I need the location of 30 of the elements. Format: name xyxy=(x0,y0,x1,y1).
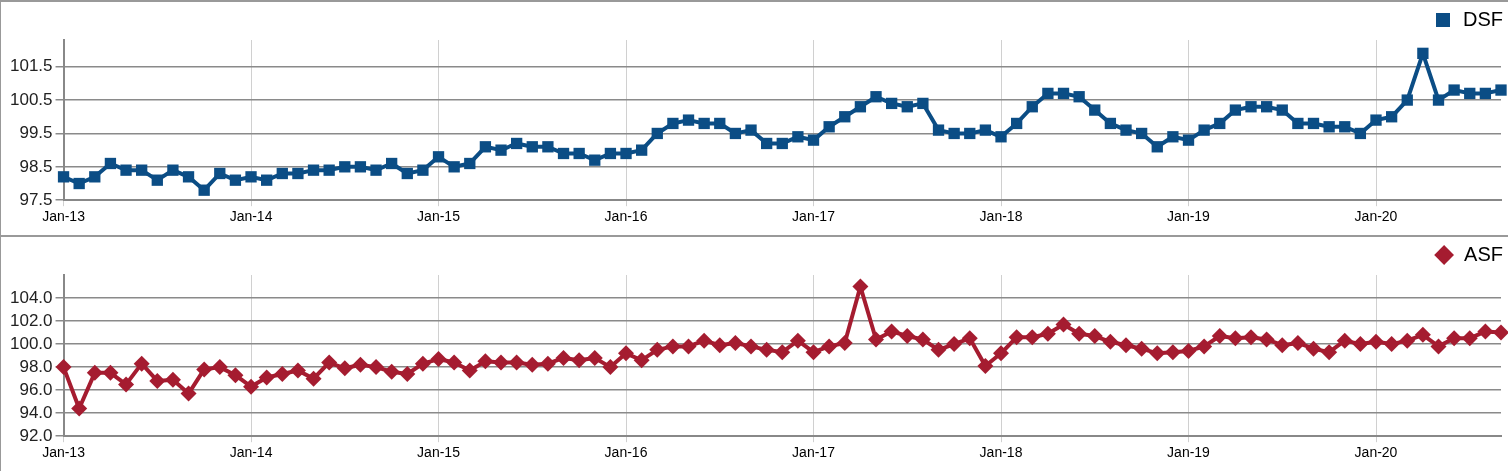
x-tick-label: Jan-19 xyxy=(1167,444,1211,461)
y-tick-label: 98.0 xyxy=(19,356,53,376)
x-tick-label: Jan-18 xyxy=(979,208,1023,225)
legend-label: DSF xyxy=(1463,7,1503,30)
legend-label: ASF xyxy=(1464,242,1504,265)
x-tick-label: Jan-16 xyxy=(604,208,648,225)
y-tick-label: 96.0 xyxy=(19,379,53,399)
x-tick-label: Jan-18 xyxy=(979,444,1023,461)
x-tick-label: Jan-17 xyxy=(792,208,836,225)
y-tick-label: 102.0 xyxy=(9,310,53,330)
y-tick-label: 92.0 xyxy=(19,425,53,445)
y-tick-label: 100.5 xyxy=(9,89,53,109)
x-tick-label: Jan-13 xyxy=(42,208,86,225)
x-tick-label: Jan-15 xyxy=(417,444,461,461)
x-tick-label: Jan-19 xyxy=(1167,208,1211,225)
x-tick-label: Jan-13 xyxy=(42,444,86,461)
x-tick-label: Jan-17 xyxy=(792,444,836,461)
x-tick-label: Jan-16 xyxy=(604,444,648,461)
y-tick-label: 97.5 xyxy=(19,189,53,209)
x-tick-label: Jan-15 xyxy=(417,208,461,225)
y-tick-label: 104.0 xyxy=(9,287,53,307)
x-tick-label: Jan-20 xyxy=(1354,444,1398,461)
y-tick-label: 94.0 xyxy=(19,402,53,422)
y-tick-label: 100.0 xyxy=(9,333,53,353)
x-tick-label: Jan-14 xyxy=(229,444,273,461)
y-tick-label: 101.5 xyxy=(9,56,53,76)
y-tick-label: 98.5 xyxy=(19,156,53,176)
x-tick-label: Jan-20 xyxy=(1354,208,1398,225)
x-tick-label: Jan-14 xyxy=(229,208,273,225)
y-tick-label: 99.5 xyxy=(19,123,53,143)
